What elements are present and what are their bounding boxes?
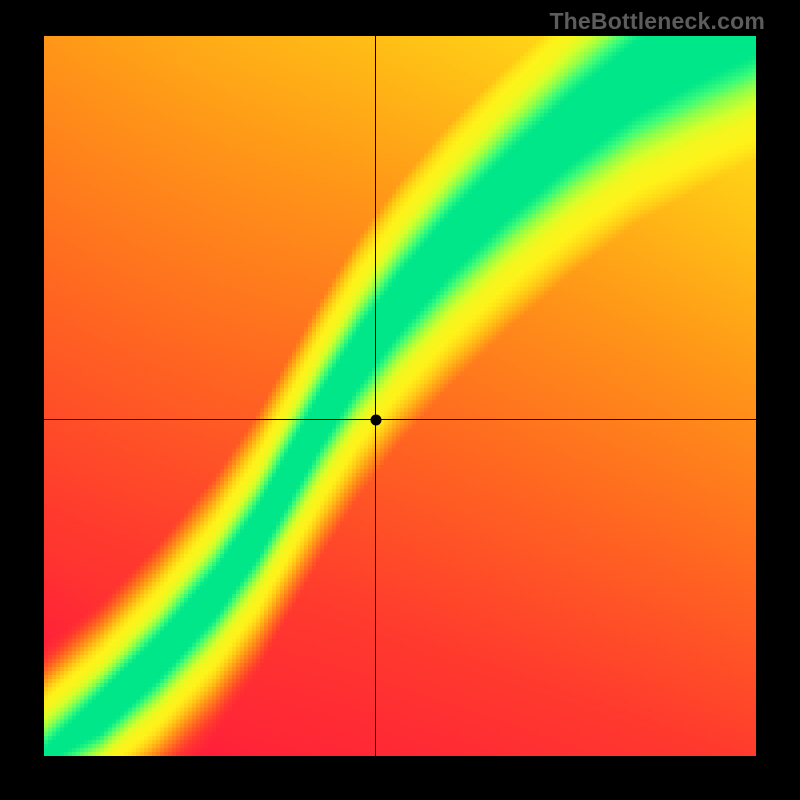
outer-frame: TheBottleneck.com <box>0 0 800 800</box>
crosshair-vertical <box>375 36 376 756</box>
bottleneck-heatmap <box>44 36 756 756</box>
crosshair-horizontal <box>44 419 756 420</box>
watermark-text: TheBottleneck.com <box>549 8 765 35</box>
crosshair-marker <box>370 414 381 425</box>
heatmap-canvas <box>44 36 756 756</box>
